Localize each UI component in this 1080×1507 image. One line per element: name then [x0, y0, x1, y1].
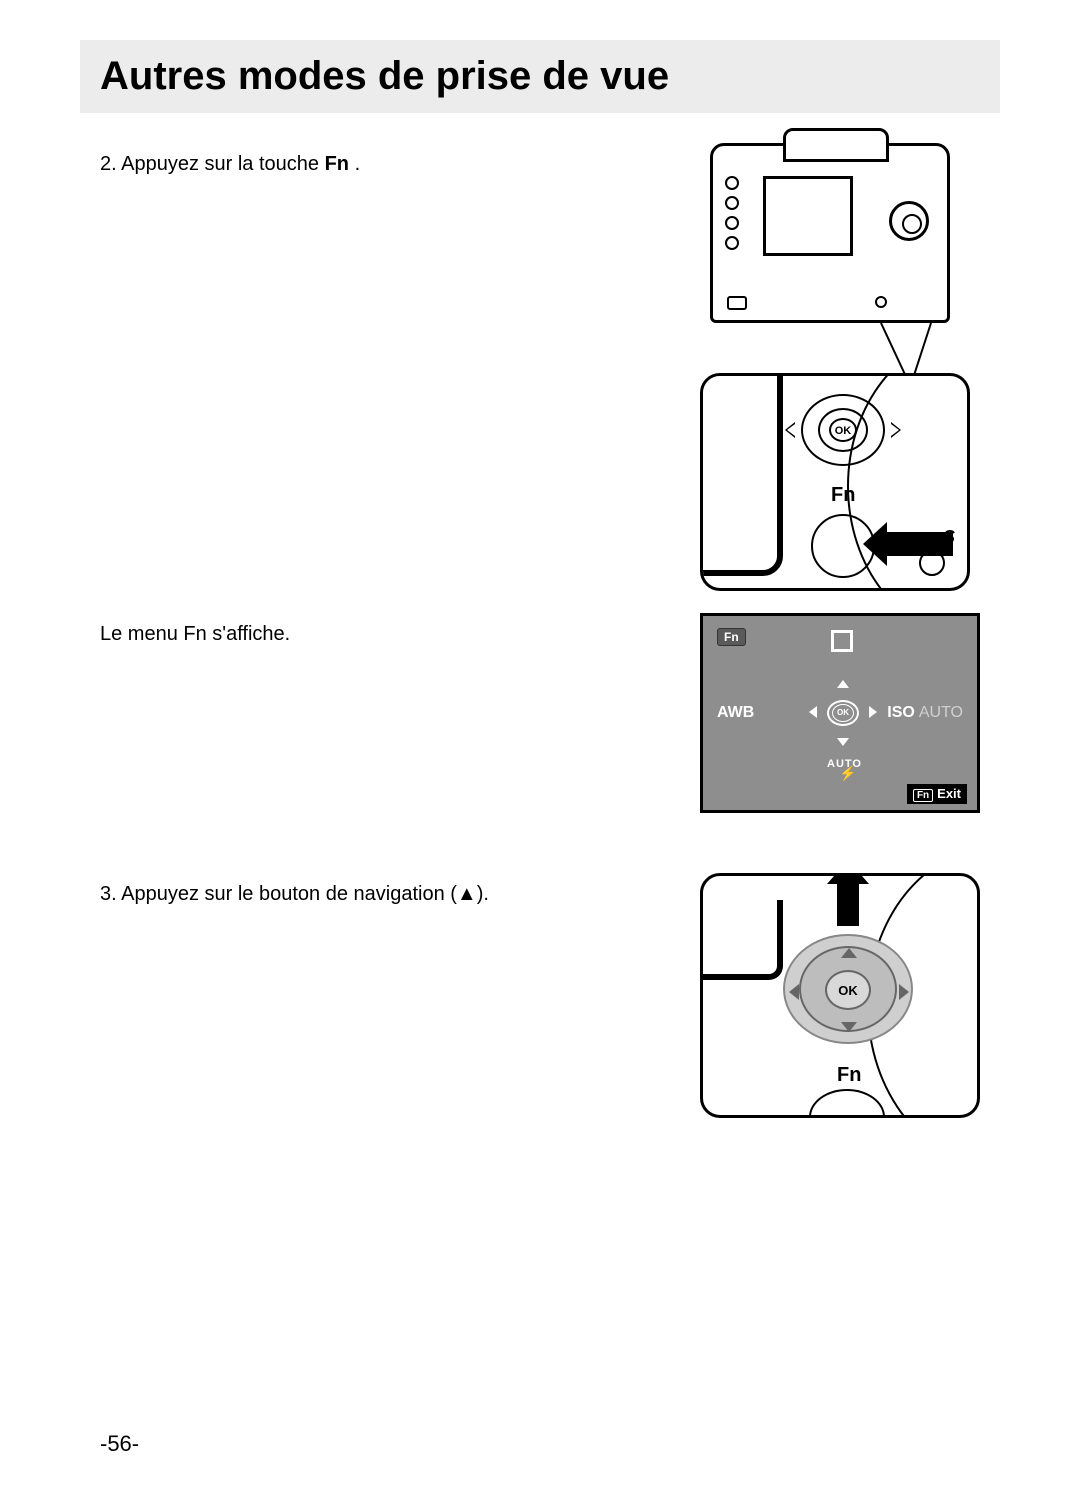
step-3-prefix: 3. Appuyez sur le bouton de navigation ( [100, 883, 457, 905]
camera-diagram-container: OK Fn S [680, 143, 980, 593]
camera-lcd-icon [763, 176, 853, 256]
fn-tag-icon: Fn [717, 628, 746, 646]
nav-up-icon [841, 948, 857, 958]
fn-screen-container: Fn AWB ISOAUTO OK AUTO ⚡ FnExit [700, 613, 980, 813]
small-button-icon [919, 550, 945, 576]
nav-right-tri-icon [899, 984, 909, 1000]
sd-label: S [943, 527, 955, 548]
drive-mode-icon [831, 630, 853, 652]
nav-fn-label: Fn [837, 1064, 861, 1087]
exit-label: Exit [937, 786, 961, 801]
nav-fn-button-arc-icon [809, 1089, 885, 1118]
flash-bolt-icon: ⚡ [839, 765, 856, 782]
callout-lines-icon [720, 303, 960, 383]
up-arrow-icon [837, 882, 859, 926]
zoom-panel: OK Fn S [700, 373, 970, 591]
step-3-text: 3. Appuyez sur le bouton de navigation (… [100, 873, 700, 906]
step-2b-row: Le menu Fn s'affiche. Fn AWB ISOAUTO OK … [100, 613, 980, 813]
nav-left-tri-icon [789, 984, 799, 1000]
ok-button-label: OK [829, 418, 857, 442]
nav-diagram: OK Fn [700, 873, 980, 1118]
panel-edge-icon [700, 373, 783, 576]
nav-diagram-container: OK Fn [700, 873, 980, 1118]
camera-side-buttons-icon [725, 176, 743, 256]
step-2b-text: Le menu Fn s'affiche. [100, 613, 700, 646]
step-2-suffix: . [349, 153, 360, 175]
iso-label: ISOAUTO [887, 704, 963, 722]
dpad-icon: OK [773, 394, 913, 466]
nav-right-icon [891, 422, 901, 438]
nav-ok-label: OK [825, 970, 871, 1010]
step-3-row: 3. Appuyez sur le bouton de navigation (… [100, 873, 980, 1118]
fn-bold-label: Fn [325, 153, 349, 175]
fn-menu-screen: Fn AWB ISOAUTO OK AUTO ⚡ FnExit [700, 613, 980, 813]
exit-fn-tag: Fn [913, 789, 933, 802]
triangle-up-icon: ▲ [457, 883, 477, 905]
camera-dpad-icon [889, 201, 929, 241]
ok-inner-label: OK [832, 704, 854, 722]
page-number: -56- [100, 1431, 139, 1457]
awb-label: AWB [717, 704, 754, 722]
step-2-prefix: 2. Appuyez sur la touche [100, 153, 325, 175]
camera-body-icon [710, 143, 950, 323]
page-header: Autres modes de prise de vue [80, 40, 1000, 113]
exit-bar: Fn Exit [907, 784, 967, 804]
panel-corner-icon [700, 900, 783, 980]
nav-down-icon [841, 1022, 857, 1032]
step-3-suffix: ). [477, 883, 489, 905]
step-2-text: 2. Appuyez sur la touche Fn . [100, 143, 680, 176]
nav-left-icon [785, 422, 795, 438]
center-ok-dpad-icon: OK [821, 694, 865, 732]
step-2b-label: Le menu Fn s'affiche. [100, 623, 290, 645]
fn-label: Fn [831, 484, 855, 507]
page-title: Autres modes de prise de vue [100, 54, 980, 99]
step-2-row: 2. Appuyez sur la touche Fn . [100, 143, 980, 593]
